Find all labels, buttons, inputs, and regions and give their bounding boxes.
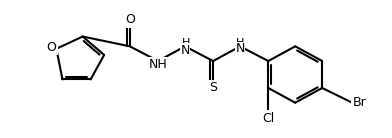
Text: O: O xyxy=(125,14,135,26)
Text: Br: Br xyxy=(353,96,367,109)
Text: N: N xyxy=(180,43,190,57)
Text: NH: NH xyxy=(149,58,167,71)
Text: O: O xyxy=(47,41,56,54)
Text: N: N xyxy=(236,42,245,55)
Text: Cl: Cl xyxy=(262,112,274,124)
Text: H: H xyxy=(182,38,191,48)
Text: S: S xyxy=(209,81,217,94)
Text: H: H xyxy=(236,38,244,48)
